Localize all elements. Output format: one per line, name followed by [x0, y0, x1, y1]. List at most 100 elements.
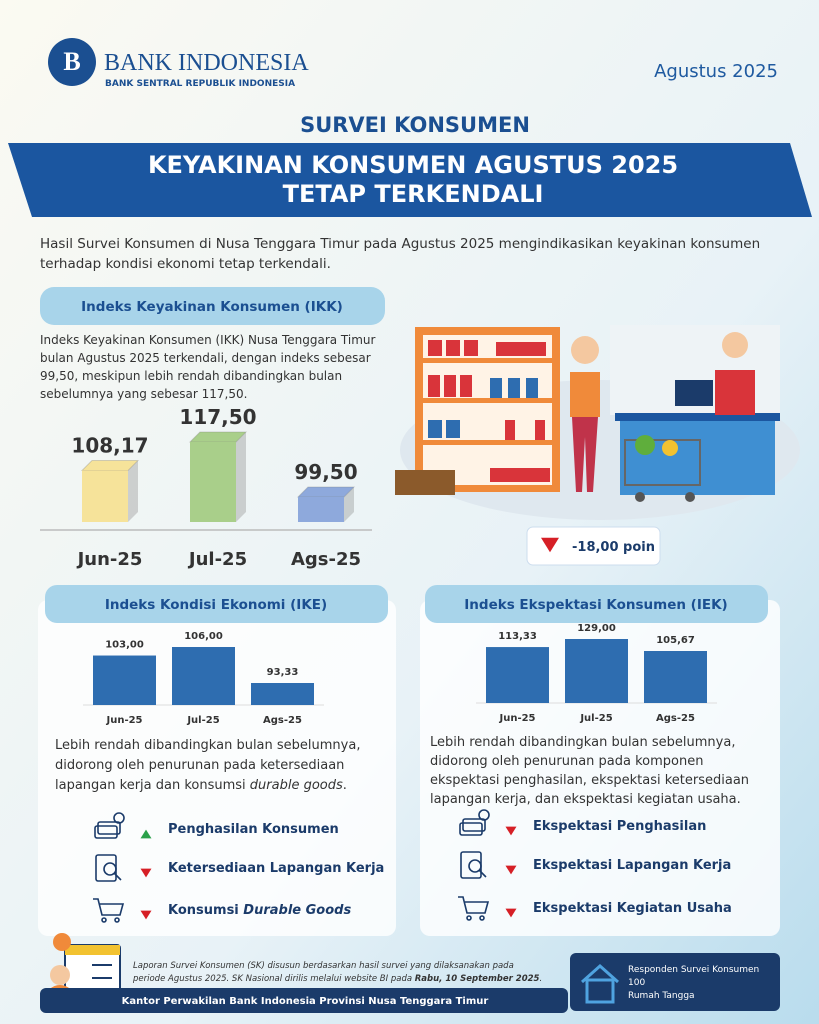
- icon-part: [458, 896, 490, 914]
- text-span: Lebih rendah dibandingkan bulan sebelumn…: [55, 738, 360, 753]
- direction-arrow: [140, 868, 152, 878]
- svg-text:B: B: [63, 47, 80, 76]
- bar: [644, 651, 707, 703]
- bar-top: [80, 460, 140, 472]
- direction-arrow: [505, 826, 517, 836]
- bar-side: [236, 432, 246, 522]
- ikk-description: Indeks Keyakinan Konsumen (IKK) Nusa Ten…: [40, 333, 376, 347]
- icon-part: [114, 917, 120, 923]
- iek-description: ekspektasi penghasilan, ekspektasi keter…: [430, 773, 749, 788]
- illustration: [395, 325, 800, 520]
- value-label: 99,50: [294, 460, 357, 484]
- text-span: bulan Agustus 2025 terkendali, dengan in…: [40, 351, 371, 365]
- respondent-label: Responden Survei Konsumen: [628, 965, 759, 975]
- icon-job: [460, 851, 487, 879]
- iek-title-pill: [425, 585, 768, 623]
- text-span: sebelumnya yang sebesar 117,50.: [40, 387, 247, 401]
- intro-text: Hasil Survei Konsumen di Nusa Tenggara T…: [40, 236, 760, 252]
- text-span: Laporan Survei Konsumen (SK) disusun ber…: [133, 961, 514, 971]
- bar: [298, 497, 344, 522]
- icon-part: [462, 818, 486, 832]
- change-arrow: [541, 537, 559, 553]
- text-span: Lebih rendah dibandingkan bulan sebelumn…: [430, 735, 735, 750]
- icon-money: [94, 812, 125, 839]
- ikk-description: sebelumnya yang sebesar 117,50.: [40, 387, 247, 401]
- house-icon: [581, 963, 619, 1004]
- text-span: ekspektasi penghasilan, ekspektasi keter…: [430, 773, 749, 788]
- text-span: Penghasilan Konsumen: [168, 822, 339, 837]
- value-label: 129,00: [577, 623, 616, 634]
- respondent-count: 100: [628, 978, 645, 988]
- text-span: lapangan kerja dan konsumsi: [55, 778, 250, 793]
- icon-part: [113, 872, 122, 881]
- direction-arrow: [140, 829, 152, 839]
- iek-title: Indeks Ekspektasi Konsumen (IEK): [464, 597, 727, 613]
- text-span: Ketersediaan Lapangan Kerja: [168, 861, 384, 876]
- iek-description: lapangan kerja, dan ekspektasi kegiatan …: [430, 792, 741, 807]
- text-span: 99,50, meskipun lebih rendah dibandingka…: [40, 369, 342, 383]
- category-label: Jul-25: [187, 549, 247, 570]
- item-label: Ekspektasi Kegiatan Usaha: [533, 901, 732, 916]
- icon-part: [93, 898, 125, 916]
- value-label: 93,33: [267, 667, 299, 678]
- direction-arrow: [140, 910, 152, 920]
- logo: B: [48, 38, 96, 86]
- bar-side: [128, 460, 138, 522]
- bar-top: [188, 431, 248, 443]
- ikk-description: 99,50, meskipun lebih rendah dibandingka…: [40, 369, 342, 383]
- bank-subtitle: BANK SENTRAL REPUBLIK INDONESIA: [105, 79, 295, 89]
- respondent-unit: Rumah Tangga: [628, 991, 695, 1001]
- text-span: Indeks Keyakinan Konsumen (IKK) Nusa Ten…: [40, 333, 376, 347]
- value-label: 103,00: [105, 640, 144, 651]
- item-label: Ekspektasi Penghasilan: [533, 819, 706, 834]
- icon-part: [113, 812, 125, 824]
- survey-label: SURVEI KONSUMEN: [300, 113, 530, 137]
- value-label: 108,17: [71, 434, 148, 458]
- text-span: lapangan kerja, dan ekspektasi kegiatan …: [430, 792, 741, 807]
- bar: [565, 639, 628, 703]
- icon-part: [94, 825, 118, 839]
- category-label: Ags-25: [291, 549, 361, 570]
- value-label: 106,00: [184, 631, 223, 642]
- text-span: Konsumsi: [168, 903, 243, 918]
- category-label: Jun-25: [76, 549, 143, 570]
- icon-part: [97, 821, 121, 835]
- category-label: Jul-25: [186, 715, 219, 726]
- change-pill: [526, 526, 661, 566]
- icon-cart: [93, 898, 125, 923]
- headline-banner: [8, 143, 812, 217]
- icon-part: [479, 915, 485, 921]
- bar: [93, 655, 156, 705]
- footer-note: Laporan Survei Konsumen (SK) disusun ber…: [133, 961, 514, 971]
- icon-money: [459, 809, 490, 836]
- bold-span: Rabu, 10 September 2025: [415, 974, 540, 984]
- value-label: 113,33: [498, 631, 537, 642]
- icon-part: [101, 917, 107, 923]
- headline: TETAP TERKENDALI: [283, 180, 544, 208]
- ike-description: lapangan kerja dan konsumsi durable good…: [55, 778, 347, 793]
- ikk-description: bulan Agustus 2025 terkendali, dengan in…: [40, 351, 371, 365]
- bar: [82, 470, 128, 522]
- footer-office: Kantor Perwakilan Bank Indonesia Provins…: [122, 996, 489, 1007]
- footer-note: periode Agustus 2025. SK Nasional dirili…: [132, 974, 542, 984]
- bar-side: [344, 487, 354, 522]
- item-label: Ekspektasi Lapangan Kerja: [533, 858, 731, 873]
- category-label: Ags-25: [656, 713, 695, 724]
- iek-description: didorong oleh penurunan pada komponen: [430, 754, 703, 769]
- ikk-title-pill: [40, 287, 385, 325]
- text-span: periode Agustus 2025. SK Nasional dirili…: [132, 974, 415, 984]
- bar: [172, 647, 235, 705]
- bar: [486, 647, 549, 703]
- direction-arrow: [505, 908, 517, 918]
- text-span: didorong oleh penurunan pada komponen: [430, 754, 703, 769]
- direction-arrow: [505, 865, 517, 875]
- ike-title-pill: [45, 585, 388, 623]
- category-label: Jun-25: [498, 713, 535, 724]
- italic-span: Durable Goods: [243, 903, 351, 918]
- icon-part: [478, 869, 487, 878]
- iek-description: Lebih rendah dibandingkan bulan sebelumn…: [430, 735, 735, 750]
- bank-name: BANK INDONESIA: [104, 50, 309, 76]
- icon-part: [466, 915, 472, 921]
